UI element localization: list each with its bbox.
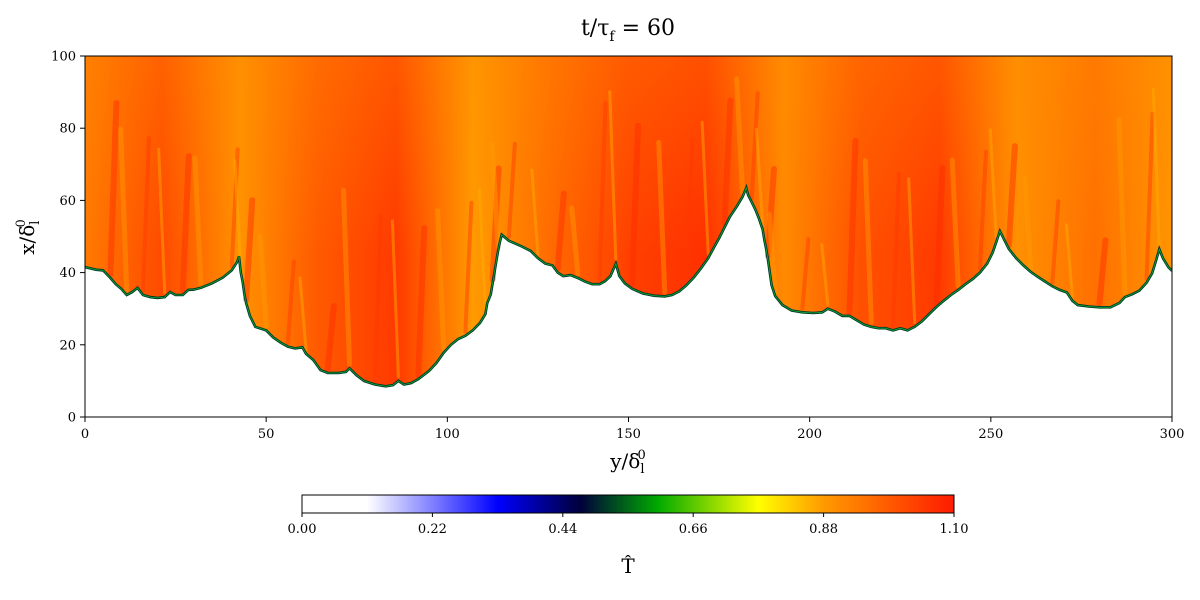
x-tick-label: 100 <box>435 427 460 442</box>
colorbar-tick-label: 0.88 <box>809 522 838 537</box>
title-main: t/τ <box>581 16 609 41</box>
x-tick-label: 200 <box>797 427 822 442</box>
colorbar-tick-label: 0.22 <box>418 522 447 537</box>
hot-streak <box>324 303 337 372</box>
hot-streak <box>554 190 567 272</box>
hot-streak <box>192 155 204 287</box>
hot-streak <box>597 101 608 283</box>
hot-streak <box>1144 111 1155 281</box>
hot-streak <box>862 158 874 326</box>
hot-streak <box>1151 87 1161 247</box>
title-subscript: f <box>609 29 616 45</box>
hot-streak <box>1064 223 1074 299</box>
hot-streak <box>820 243 830 307</box>
hot-streak <box>229 147 240 269</box>
y-tick-label: 100 <box>51 50 76 65</box>
x-axis: 0 50 100 150 200 250 300 <box>81 417 1185 442</box>
hot-streak <box>463 200 474 334</box>
hot-streak <box>179 153 192 294</box>
xlabel-main: y/δ <box>609 449 640 473</box>
hot-streak <box>415 225 428 379</box>
hot-streak <box>141 136 151 293</box>
hot-streak <box>891 171 901 329</box>
y-axis-title: x/δl0 <box>14 219 43 255</box>
hot-streak <box>949 157 961 289</box>
hot-streaks <box>107 76 1161 383</box>
y-tick-label: 60 <box>59 194 76 209</box>
hot-streak <box>298 276 308 352</box>
hot-streak <box>907 177 917 325</box>
hot-streak <box>734 76 746 196</box>
hot-streak <box>721 97 734 227</box>
hot-streak <box>766 211 778 295</box>
xlabel-sub: l <box>640 462 644 477</box>
hot-streak <box>800 237 811 311</box>
figure-title: t/τf = 60 <box>581 16 675 45</box>
hot-streak <box>933 164 946 306</box>
colorbar-tick-label: 0.66 <box>679 522 708 537</box>
x-tick-label: 150 <box>616 427 641 442</box>
x-tick-label: 300 <box>1160 427 1185 442</box>
hot-streak <box>629 122 642 288</box>
hot-streak <box>489 142 501 250</box>
x-tick-label: 0 <box>81 427 89 442</box>
hot-streak <box>489 165 502 283</box>
y-tick-label: 20 <box>59 338 76 353</box>
hot-streak <box>506 141 517 239</box>
hot-streak <box>700 120 710 256</box>
colorbar-tick-label: 1.10 <box>940 522 969 537</box>
hot-streak <box>608 90 618 262</box>
hot-streak <box>372 213 383 383</box>
xlabel-sup: 0 <box>637 448 645 463</box>
y-tick-label: 0 <box>68 411 76 426</box>
hot-streak <box>233 159 243 271</box>
hot-streak <box>978 149 988 271</box>
hot-streak <box>390 219 400 379</box>
x-tick-label: 50 <box>258 427 275 442</box>
y-tick-label: 40 <box>59 266 76 281</box>
hot-streak <box>749 91 760 201</box>
hot-streak <box>285 259 296 345</box>
hot-streak <box>988 128 998 240</box>
hot-streak <box>1096 237 1109 307</box>
hot-streak <box>684 138 695 284</box>
ylabel-sup: 0 <box>14 219 29 227</box>
hot-streak <box>1116 116 1128 296</box>
colorbar-tick-label: 0.44 <box>548 522 577 537</box>
hot-streak <box>1005 143 1018 249</box>
hot-streak <box>157 147 167 295</box>
colorbar-label: T̂ <box>621 554 635 578</box>
hot-streak <box>846 137 859 315</box>
hot-streak <box>755 127 765 227</box>
hot-streak <box>656 139 668 295</box>
x-tick-label: 250 <box>978 427 1003 442</box>
hot-streak <box>1050 199 1061 285</box>
ylabel-sub: l <box>28 221 43 225</box>
y-tick-label: 80 <box>59 122 76 137</box>
hot-streak <box>107 100 120 277</box>
plot-area <box>85 56 1172 417</box>
title-tail: = 60 <box>615 16 675 41</box>
colorbar: 0.00 0.22 0.44 0.66 0.88 1.10 T̂ <box>288 494 969 578</box>
hot-streak <box>765 166 777 259</box>
hot-streak <box>118 126 130 294</box>
hot-streak <box>530 168 540 256</box>
burnt-region-shading <box>85 56 1172 387</box>
colorbar-gradient-bar <box>301 494 955 514</box>
hot-streak <box>569 205 581 277</box>
hot-streak <box>435 208 447 352</box>
flame-front-glow <box>85 186 1172 387</box>
colorbar-tick-label: 0.00 <box>288 522 317 537</box>
hot-streak <box>341 187 352 367</box>
ylabel-main: x/δ <box>15 225 39 255</box>
hot-streak <box>477 188 487 312</box>
hot-streak <box>1022 175 1034 271</box>
hot-streak <box>243 197 256 303</box>
colorbar-ticks: 0.00 0.22 0.44 0.66 0.88 1.10 <box>288 513 969 537</box>
y-axis: 0 20 40 60 80 100 <box>51 50 85 426</box>
x-axis-title: y/δl0 <box>609 448 646 477</box>
hot-streak <box>257 233 269 329</box>
